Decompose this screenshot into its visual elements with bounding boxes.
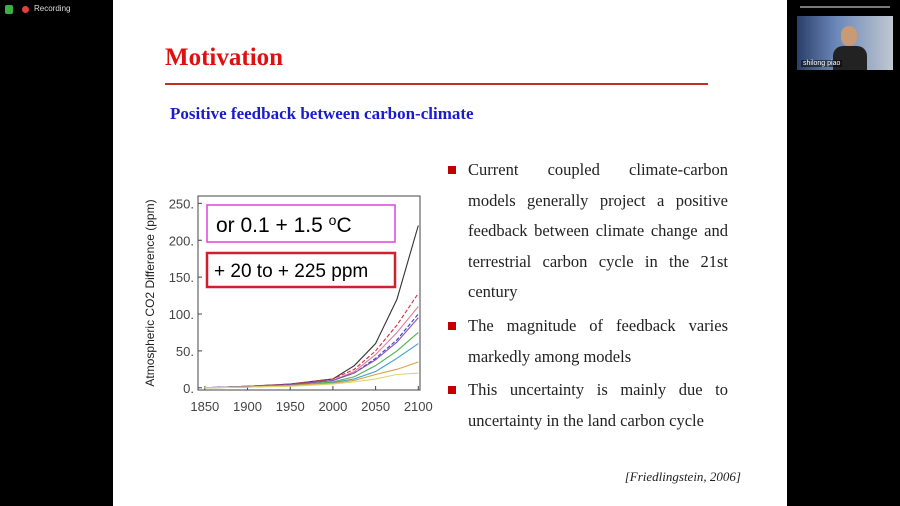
recording-label: Recording — [34, 4, 71, 13]
annotation-text: or 0.1 + 1.5 oC — [216, 212, 352, 237]
chart: 0. 50. 100. 150. 200. 250. 1850 1900 1950 2000 205… — [143, 195, 433, 414]
bullet: This uncertainty is mainly due to uncert… — [448, 375, 728, 436]
y-tick-label: 100. — [169, 307, 194, 322]
series-line — [204, 225, 419, 389]
annotation-box — [206, 204, 396, 243]
x-tick-label: 2100 — [404, 399, 433, 414]
slide-title: Motivation — [165, 44, 284, 71]
participant-video[interactable]: shilong piao — [797, 16, 893, 70]
series-line — [204, 306, 419, 389]
slide: Motivation Positive feedback between car… — [113, 0, 787, 506]
series-line — [204, 293, 419, 389]
bullet: The magnitude of feedback varies markedl… — [448, 311, 728, 372]
record-icon — [22, 6, 29, 13]
citation: [Friedlingstein, 2006] — [624, 469, 741, 484]
title-rule — [165, 83, 708, 85]
annotation-text: + 20 to + 225 ppm — [214, 261, 368, 282]
y-tick-label: 150. — [169, 270, 194, 285]
plot-frame — [197, 195, 421, 391]
series-line — [204, 332, 419, 389]
y-tick-label: 50. — [176, 344, 194, 359]
x-tick-label: 2050 — [361, 399, 390, 414]
x-tick-label: 2000 — [318, 399, 347, 414]
y-tick-label: 200. — [169, 233, 194, 248]
participant-face — [841, 26, 857, 46]
toolbar-icons — [800, 6, 890, 12]
annotation-part: or 0.1 + 1.5 — [216, 214, 329, 237]
annotation-part: C — [336, 214, 351, 237]
y-tick-label: 250. — [169, 196, 194, 211]
y-tick-label: 0. — [183, 381, 194, 396]
series-line — [204, 372, 419, 389]
y-axis-label: Atmospheric CO2 Difference (ppm) — [143, 199, 157, 386]
x-tick-label: 1850 — [190, 399, 219, 414]
annotation-superscript: o — [329, 212, 337, 228]
series-line — [204, 317, 419, 389]
x-tick-label: 1950 — [276, 399, 305, 414]
x-tick-label: 1900 — [233, 399, 262, 414]
slide-subtitle: Positive feedback between carbon-climate — [170, 104, 474, 123]
participant-name: shilong piao — [801, 60, 843, 67]
shield-icon — [5, 5, 13, 14]
annotation-box — [205, 251, 397, 289]
bullet: Current coupled climate-carbon models ge… — [448, 155, 728, 308]
